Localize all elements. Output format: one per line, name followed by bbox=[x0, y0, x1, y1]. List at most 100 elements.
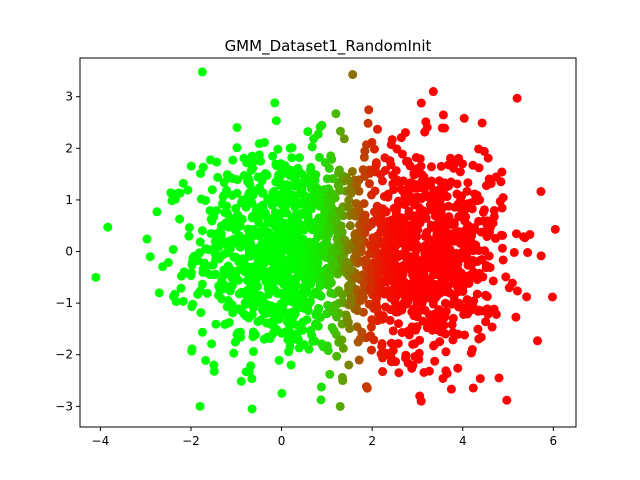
data-point bbox=[378, 367, 388, 377]
data-point bbox=[229, 271, 239, 281]
data-point bbox=[307, 256, 317, 266]
data-point bbox=[314, 152, 324, 162]
data-point bbox=[468, 246, 478, 256]
data-point bbox=[222, 201, 232, 211]
data-point bbox=[376, 169, 386, 179]
data-point bbox=[258, 241, 268, 251]
data-point bbox=[399, 297, 409, 307]
data-point bbox=[277, 229, 287, 239]
data-point bbox=[360, 210, 370, 220]
data-point bbox=[299, 340, 309, 350]
data-point bbox=[423, 258, 433, 268]
data-point bbox=[269, 252, 279, 262]
data-point bbox=[332, 351, 342, 361]
data-point bbox=[421, 190, 431, 200]
data-point bbox=[372, 293, 382, 303]
data-point bbox=[373, 270, 383, 280]
data-point bbox=[281, 182, 291, 192]
data-point bbox=[272, 288, 282, 298]
data-point bbox=[550, 224, 560, 234]
data-point bbox=[255, 183, 265, 193]
data-point bbox=[176, 271, 186, 281]
data-point bbox=[263, 332, 273, 342]
data-point bbox=[319, 184, 329, 194]
data-point bbox=[381, 206, 391, 216]
data-point bbox=[316, 382, 326, 392]
data-point bbox=[366, 345, 376, 355]
data-point bbox=[325, 272, 335, 282]
data-point bbox=[279, 279, 289, 289]
data-point bbox=[487, 322, 497, 332]
data-point bbox=[481, 317, 491, 327]
data-point bbox=[291, 329, 301, 339]
data-point bbox=[346, 299, 356, 309]
data-point bbox=[412, 322, 422, 332]
data-point bbox=[414, 348, 424, 358]
data-point bbox=[533, 336, 542, 346]
data-point bbox=[277, 388, 287, 398]
data-point bbox=[523, 248, 533, 258]
data-point bbox=[283, 193, 293, 203]
data-point bbox=[435, 210, 445, 220]
data-point bbox=[211, 206, 221, 216]
data-point bbox=[456, 271, 466, 281]
points-layer bbox=[91, 67, 560, 414]
data-point bbox=[502, 395, 512, 405]
data-point bbox=[284, 259, 294, 269]
data-point bbox=[283, 335, 293, 345]
data-point bbox=[311, 183, 321, 193]
data-point bbox=[258, 296, 268, 306]
data-point bbox=[413, 225, 423, 235]
data-point bbox=[266, 301, 276, 311]
data-point bbox=[285, 342, 295, 352]
data-point bbox=[308, 242, 318, 252]
data-point bbox=[197, 226, 207, 236]
data-point bbox=[335, 126, 345, 136]
data-point bbox=[324, 163, 334, 173]
data-point bbox=[317, 120, 327, 130]
data-point bbox=[187, 346, 197, 356]
data-point bbox=[184, 231, 194, 241]
data-point bbox=[299, 225, 309, 235]
y-tick-label: 0 bbox=[65, 245, 73, 259]
data-point bbox=[232, 122, 242, 132]
data-point bbox=[426, 205, 436, 215]
data-point bbox=[420, 127, 430, 137]
data-point bbox=[217, 294, 227, 304]
data-point bbox=[303, 306, 313, 316]
data-point bbox=[474, 305, 484, 315]
y-tick-label: −1 bbox=[55, 296, 73, 310]
data-point bbox=[237, 215, 247, 225]
data-point bbox=[418, 175, 428, 185]
x-tick-label: −2 bbox=[182, 434, 200, 448]
data-point bbox=[388, 170, 398, 180]
data-point bbox=[386, 293, 396, 303]
data-point bbox=[277, 208, 287, 218]
data-point bbox=[213, 172, 223, 182]
data-point bbox=[468, 160, 478, 170]
data-point bbox=[536, 251, 546, 261]
data-point bbox=[386, 305, 396, 315]
y-tick-label: −3 bbox=[55, 399, 73, 413]
data-point bbox=[393, 226, 403, 236]
data-point bbox=[484, 251, 494, 261]
data-point bbox=[328, 174, 338, 184]
data-point bbox=[243, 173, 253, 183]
data-point bbox=[247, 374, 257, 384]
data-point bbox=[388, 236, 398, 246]
data-point bbox=[400, 214, 410, 224]
data-point bbox=[335, 206, 345, 216]
data-point bbox=[437, 313, 447, 323]
data-point bbox=[479, 146, 489, 156]
data-point bbox=[360, 255, 370, 265]
data-point bbox=[211, 319, 221, 329]
data-point bbox=[388, 326, 398, 336]
data-point bbox=[421, 230, 431, 240]
data-point bbox=[281, 267, 291, 277]
data-point bbox=[196, 308, 206, 318]
chart-title: GMM_Dataset1_RandomInit bbox=[225, 37, 432, 56]
data-point bbox=[463, 178, 473, 188]
data-point bbox=[453, 363, 463, 373]
data-point bbox=[383, 189, 393, 199]
